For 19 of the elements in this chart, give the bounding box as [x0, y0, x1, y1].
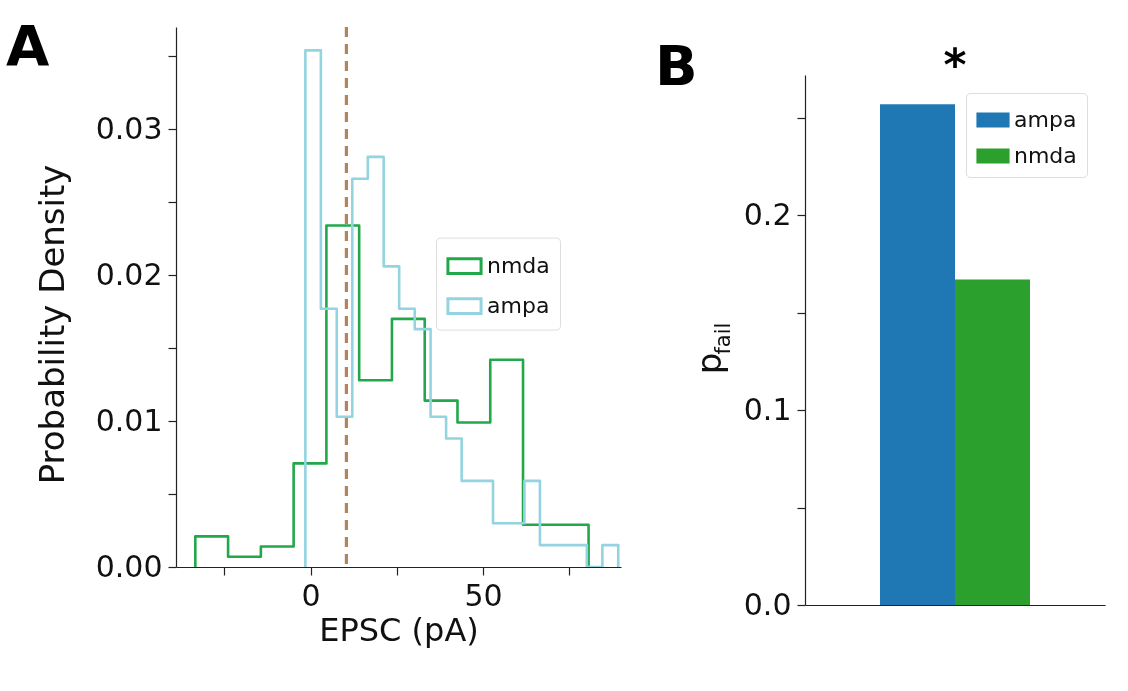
y-tick-label: 0.2 [743, 196, 792, 232]
y-tick-label: 0.0 [743, 586, 792, 622]
y-tick-label: 0.01 [95, 402, 163, 438]
x-tick-label: 0 [301, 577, 321, 613]
y-axis-title: Probability Density [32, 164, 72, 485]
legend-label: ampa [487, 293, 550, 319]
y-tick-label: 0.00 [95, 548, 163, 584]
legend-label: nmda [487, 253, 550, 279]
x-tick-label: 50 [464, 577, 503, 613]
chart-title: B [655, 33, 698, 98]
y-tick-label: 0.1 [743, 391, 792, 427]
annotation: * [943, 39, 967, 90]
y-tick-label: 0.03 [95, 110, 163, 146]
chart-title: A [6, 13, 50, 79]
legend-label: ampa [1014, 107, 1077, 132]
y-axis-title: pfail [689, 322, 736, 375]
legend-label: nmda [1014, 143, 1077, 168]
y-tick-label: 0.02 [95, 256, 163, 292]
x-axis-title: EPSC (pA) [319, 610, 479, 649]
